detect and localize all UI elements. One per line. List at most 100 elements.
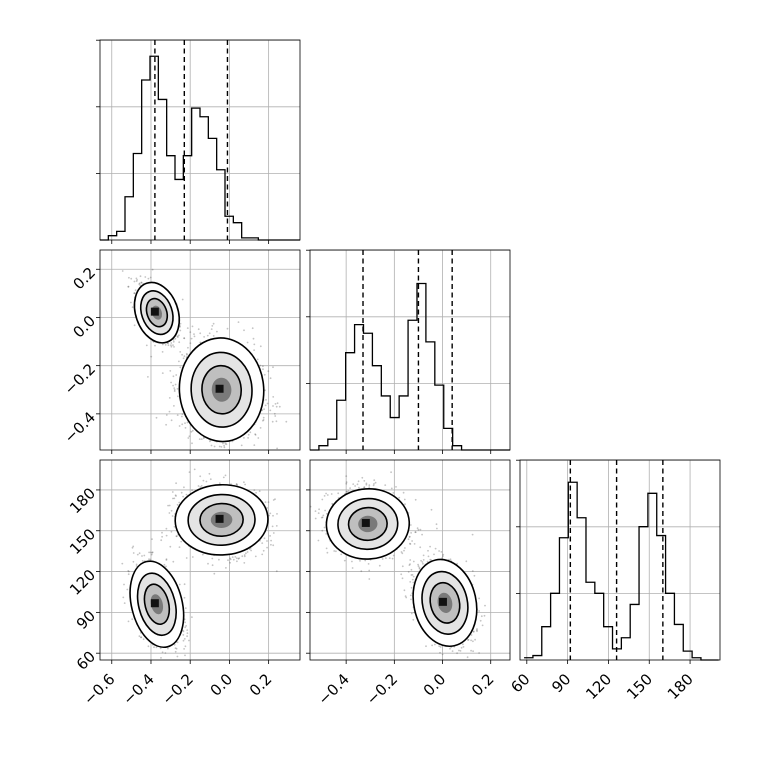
scatter-point xyxy=(155,646,158,649)
scatter-point xyxy=(189,342,192,345)
scatter-point xyxy=(218,558,220,561)
scatter-point xyxy=(220,446,223,448)
scatter-point xyxy=(218,445,221,448)
scatter-point xyxy=(184,427,187,429)
scatter-point xyxy=(191,616,193,618)
scatter-point xyxy=(127,285,130,288)
scatter-point xyxy=(227,559,229,562)
scatter-point xyxy=(133,292,136,295)
scatter-point xyxy=(182,630,185,633)
scatter-point xyxy=(263,537,266,540)
scatter-point xyxy=(274,498,276,501)
scatter-point xyxy=(241,555,244,558)
scatter-point xyxy=(243,555,246,558)
scatter-point xyxy=(323,526,326,529)
scatter-point xyxy=(143,554,146,557)
scatter-point xyxy=(272,396,275,398)
scatter-point xyxy=(337,492,340,495)
scatter-point xyxy=(138,552,141,555)
y-tick-label: −0.2 xyxy=(61,360,99,398)
scatter-point xyxy=(151,551,154,554)
scatter-point xyxy=(235,557,238,560)
scatter-point xyxy=(272,514,274,517)
scatter-point xyxy=(207,562,209,565)
scatter-point xyxy=(229,557,232,560)
density-contour xyxy=(201,364,242,415)
scatter-point xyxy=(246,341,249,344)
x-tick-label: 0.2 xyxy=(246,670,276,700)
scatter-point xyxy=(225,443,228,446)
scatter-point xyxy=(325,533,328,535)
scatter-point xyxy=(199,486,202,488)
scatter-point xyxy=(250,549,253,552)
density-contour xyxy=(190,351,253,428)
scatter-point xyxy=(276,447,278,450)
scatter-point xyxy=(184,422,186,424)
scatter-point xyxy=(251,327,254,330)
scatter-point xyxy=(245,552,247,555)
scatter-point xyxy=(238,557,241,559)
scatter-point xyxy=(127,276,130,279)
scatter-point xyxy=(274,403,277,405)
scatter-point xyxy=(181,298,184,301)
scatter-point xyxy=(155,416,158,419)
scatter-point xyxy=(171,491,174,493)
scatter-point xyxy=(173,525,176,528)
scatter-point xyxy=(170,419,173,422)
scatter-point xyxy=(135,277,138,280)
scatter-point xyxy=(135,280,138,282)
scatter-point xyxy=(253,489,256,491)
scatter-point xyxy=(193,333,195,335)
x-tick-label: 0.2 xyxy=(468,670,498,700)
scatter-point xyxy=(210,444,213,447)
scatter-point xyxy=(255,491,257,494)
scatter-point xyxy=(276,513,278,515)
scatter-point xyxy=(274,415,277,417)
density-contour xyxy=(187,493,256,546)
scatter-point xyxy=(127,570,130,572)
scatter-point xyxy=(187,346,189,349)
y-tick-label: 0.0 xyxy=(69,312,99,342)
scatter-point xyxy=(176,336,179,338)
scatter-point xyxy=(234,556,237,558)
scatter-point xyxy=(346,490,348,493)
scatter-point xyxy=(401,565,404,568)
scatter-point xyxy=(197,485,200,487)
scatter-point xyxy=(254,555,257,558)
scatter-point xyxy=(165,423,168,426)
scatter-point xyxy=(130,301,132,304)
density-contour xyxy=(139,290,174,336)
scatter-point xyxy=(249,431,252,434)
scatter-point xyxy=(275,570,278,573)
scatter-point xyxy=(275,405,278,408)
scatter-point xyxy=(317,512,320,514)
scatter-point xyxy=(147,645,150,648)
scatter-point xyxy=(272,544,275,547)
scatter-point xyxy=(161,651,164,654)
scatter-point xyxy=(167,344,170,347)
scatter-point xyxy=(141,560,144,562)
scatter-point xyxy=(361,476,364,479)
scatter-point xyxy=(269,512,272,515)
scatter-point xyxy=(165,534,168,537)
scatter-point xyxy=(419,528,422,531)
scatter-point xyxy=(147,376,149,378)
scatter-point xyxy=(176,388,179,390)
scatter-point xyxy=(359,560,361,562)
scatter-point xyxy=(170,509,173,512)
scatter-point xyxy=(200,438,203,440)
scatter-point xyxy=(165,559,168,561)
scatter-point xyxy=(390,471,392,474)
scatter-point xyxy=(209,478,212,481)
scatter-point xyxy=(270,539,272,542)
scatter-point xyxy=(183,355,186,358)
scatter-point xyxy=(168,504,171,507)
scatter-point xyxy=(183,648,186,650)
scatter-point xyxy=(190,337,193,340)
scatter-point xyxy=(262,419,264,422)
scatter-point xyxy=(177,395,179,398)
scatter-point xyxy=(179,351,182,353)
scatter-point xyxy=(185,352,188,355)
scatter-point xyxy=(373,479,376,481)
